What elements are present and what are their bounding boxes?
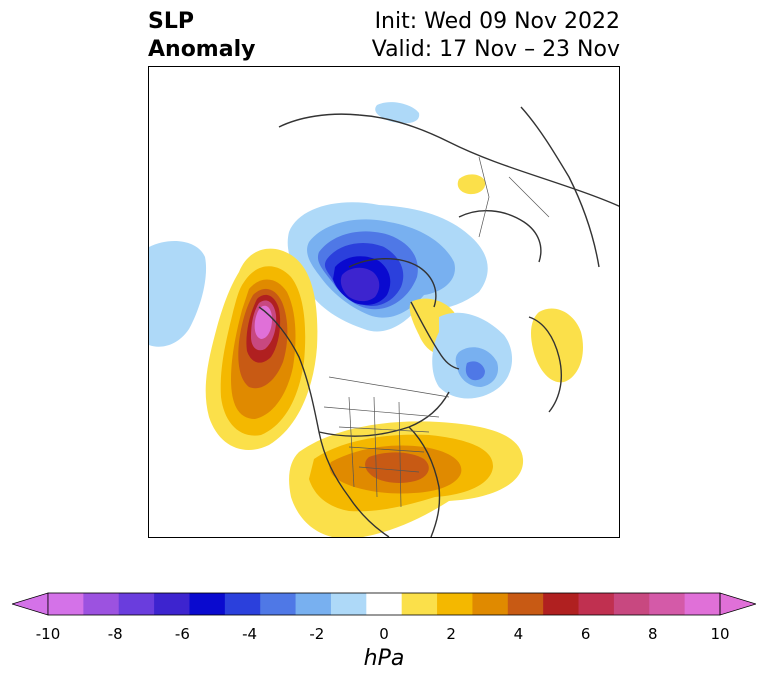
colorbar-tick-label: -10 (35, 625, 61, 643)
colorbar-cell (330, 593, 367, 615)
map-panel (148, 66, 620, 538)
negative-anomaly-atlantic-center (465, 361, 485, 381)
colorbar-tick-label: -8 (107, 625, 123, 643)
positive-anomaly-east-us (289, 421, 524, 537)
colorbar-cell (295, 593, 332, 615)
forecast-info: Init: Wed 09 Nov 2022 Valid: 17 Nov – 23… (372, 8, 620, 64)
positive-anomaly-siberia (457, 174, 486, 195)
colorbar-cell (118, 593, 155, 615)
colorbar-cell (260, 593, 297, 615)
colorbar-cell (189, 593, 226, 615)
anomaly-map (149, 102, 619, 537)
title-field: Anomaly (148, 37, 256, 62)
borders (323, 156, 550, 508)
colorbar-under-arrow (12, 592, 49, 616)
init-date: Init: Wed 09 Nov 2022 (374, 9, 620, 34)
colorbar-cell (154, 593, 190, 615)
colorbar-cell (437, 593, 473, 615)
title-variable: SLP (148, 9, 194, 34)
colorbar-cell (366, 593, 403, 615)
colorbar-cell (684, 593, 721, 615)
colorbar-tick-label: 4 (513, 625, 524, 643)
colorbar-cell (83, 593, 120, 615)
colorbar-tick-label: 6 (580, 625, 591, 643)
negative-anomaly-pacific-west (149, 241, 207, 347)
colorbar-tick-label: -4 (242, 625, 258, 643)
map-title: SLP Anomaly (148, 8, 255, 64)
colorbar-outline (47, 592, 721, 616)
colorbar-over-arrow (719, 592, 756, 616)
positive-anomaly-pacific (205, 248, 318, 450)
colorbar-cell (401, 593, 438, 615)
colorbar-cell (507, 593, 544, 615)
coastlines (258, 106, 619, 537)
valid-range: Valid: 17 Nov – 23 Nov (371, 37, 620, 62)
colorbar-cell (578, 593, 615, 615)
colorbar-cell (649, 593, 686, 615)
colorbar-cell (613, 593, 650, 615)
colorbar-tick-label: -6 (174, 625, 190, 643)
colorbar-cell (48, 593, 84, 615)
colorbar-cell (224, 593, 261, 615)
negative-anomaly-asia (375, 102, 420, 124)
positive-anomaly-europe (531, 308, 584, 383)
colorbar-cell (472, 593, 509, 615)
colorbar-tick-label: 2 (446, 625, 456, 643)
colorbar-tick-label: 10 (710, 625, 730, 643)
colorbar-tick-label: -2 (309, 625, 325, 643)
colorbar-tick-label: 8 (648, 625, 658, 643)
colorbar-cell (543, 593, 580, 615)
colorbar (12, 592, 756, 616)
negative-anomaly-arctic (287, 202, 488, 332)
colorbar-tick-label: 0 (379, 625, 389, 643)
colorbar-units: hPa (363, 646, 405, 671)
